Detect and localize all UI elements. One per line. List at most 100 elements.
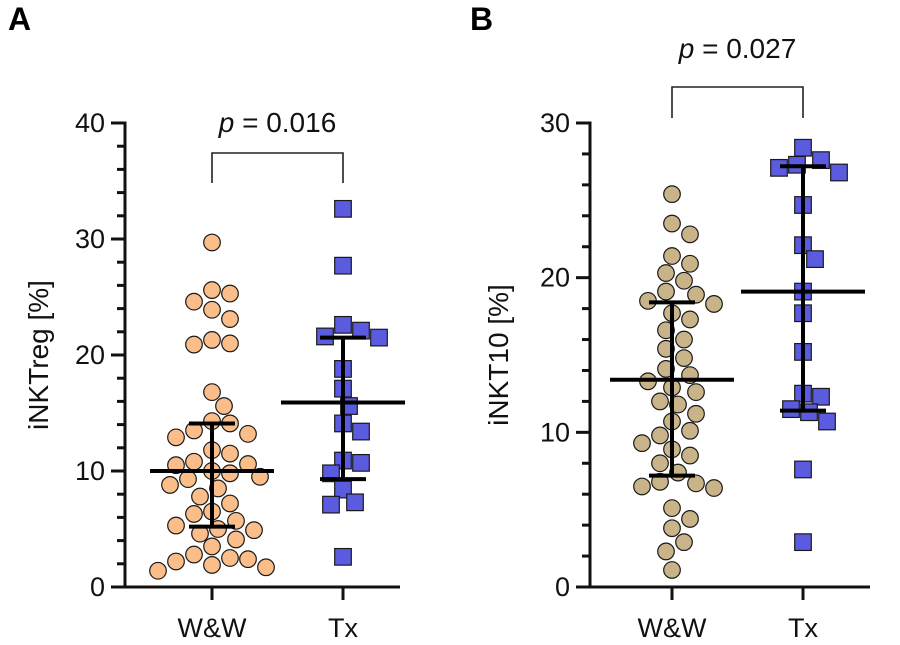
data-point <box>245 521 263 540</box>
data-point <box>334 547 352 566</box>
data-point <box>221 284 239 303</box>
data-point <box>818 412 836 431</box>
panel-letter: B <box>470 1 493 37</box>
data-point <box>322 495 340 514</box>
data-point <box>687 474 705 493</box>
y-tick-label: 20 <box>75 340 105 370</box>
data-point <box>221 334 239 353</box>
data-point <box>185 545 203 564</box>
y-tick-label: 20 <box>540 263 570 293</box>
p-symbol: p <box>678 33 695 64</box>
data-point <box>167 428 185 447</box>
panel-a: A 0 10 20 30 40 W&W Tx iNKTreg [%] p = 0.016 <box>8 1 405 643</box>
data-point <box>633 434 651 453</box>
data-point <box>203 233 221 252</box>
data-point <box>185 292 203 311</box>
data-point <box>705 295 723 313</box>
data-point <box>663 214 681 233</box>
data-point <box>812 387 830 406</box>
data-point <box>215 397 233 415</box>
data-point <box>812 151 830 170</box>
data-point <box>334 199 352 218</box>
x-tick-label: W&W <box>638 613 707 643</box>
data-point <box>675 271 693 290</box>
y-tick-label: 0 <box>90 572 105 602</box>
y-tick-label: 10 <box>75 456 105 486</box>
data-point <box>334 315 352 334</box>
data-point <box>633 477 651 496</box>
data-point <box>663 561 681 579</box>
data-point <box>681 225 699 244</box>
data-point <box>794 533 812 552</box>
data-point <box>705 479 723 497</box>
data-point <box>657 542 675 561</box>
data-point <box>675 330 693 349</box>
p-value-text: = 0.016 <box>234 107 336 138</box>
data-point <box>663 185 681 204</box>
data-point <box>687 404 705 423</box>
x-tick-label: W&W <box>178 613 247 643</box>
y-tick-label: 40 <box>75 108 105 138</box>
data-point <box>203 537 221 556</box>
data-point <box>149 561 167 580</box>
data-point <box>239 424 257 443</box>
data-point <box>687 383 705 402</box>
data-point <box>203 300 221 319</box>
data-point <box>657 282 675 301</box>
data-point <box>221 310 239 328</box>
data-point <box>257 558 275 577</box>
y-tick-label: 30 <box>75 224 105 254</box>
data-point <box>221 494 239 513</box>
significance-bracket <box>211 152 344 183</box>
data-point <box>203 556 221 574</box>
data-point <box>239 550 257 569</box>
data-point <box>185 452 203 471</box>
data-point <box>681 310 699 329</box>
data-point <box>651 392 669 411</box>
p-value-text: = 0.027 <box>694 33 796 64</box>
data-point <box>221 444 239 463</box>
data-point <box>794 460 812 479</box>
data-point <box>203 383 221 402</box>
data-point <box>663 519 681 538</box>
data-point <box>185 505 203 523</box>
data-point <box>185 335 203 354</box>
data-point <box>681 510 699 528</box>
data-point <box>352 453 370 472</box>
data-point <box>794 138 812 157</box>
data-point <box>346 493 364 512</box>
data-point <box>687 285 705 304</box>
y-axis-label: iNKTreg [%] <box>23 280 54 430</box>
data-point <box>675 533 693 552</box>
data-point <box>651 426 669 445</box>
panel-b: B 0 10 20 30 W&W Tx iNKT10 [%] p = 0.027 <box>470 1 870 643</box>
p-value-label: p = 0.016 <box>218 107 337 138</box>
data-point <box>657 264 675 282</box>
data-point <box>203 281 221 299</box>
significance-bracket <box>671 86 804 118</box>
data-point <box>334 256 352 275</box>
panel-letter: A <box>8 1 31 37</box>
y-axis-label: iNKT10 [%] <box>483 284 514 426</box>
data-point <box>203 331 221 349</box>
p-symbol: p <box>218 107 235 138</box>
data-point <box>651 454 669 473</box>
y-tick-label: 30 <box>540 108 570 138</box>
data-point <box>681 421 699 440</box>
x-tick-label: Tx <box>788 613 818 643</box>
data-point <box>681 446 699 465</box>
y-tick-label: 10 <box>540 417 570 447</box>
y-tick-label: 0 <box>555 572 570 602</box>
data-point <box>179 470 197 489</box>
p-value-label: p = 0.027 <box>678 33 797 64</box>
x-tick-label: Tx <box>328 613 358 643</box>
data-point <box>167 516 185 535</box>
data-point <box>191 487 209 506</box>
data-point <box>830 163 848 182</box>
data-point <box>663 499 681 518</box>
data-point <box>663 247 681 265</box>
data-point <box>167 552 185 571</box>
data-point <box>370 328 388 347</box>
data-point <box>651 472 669 491</box>
